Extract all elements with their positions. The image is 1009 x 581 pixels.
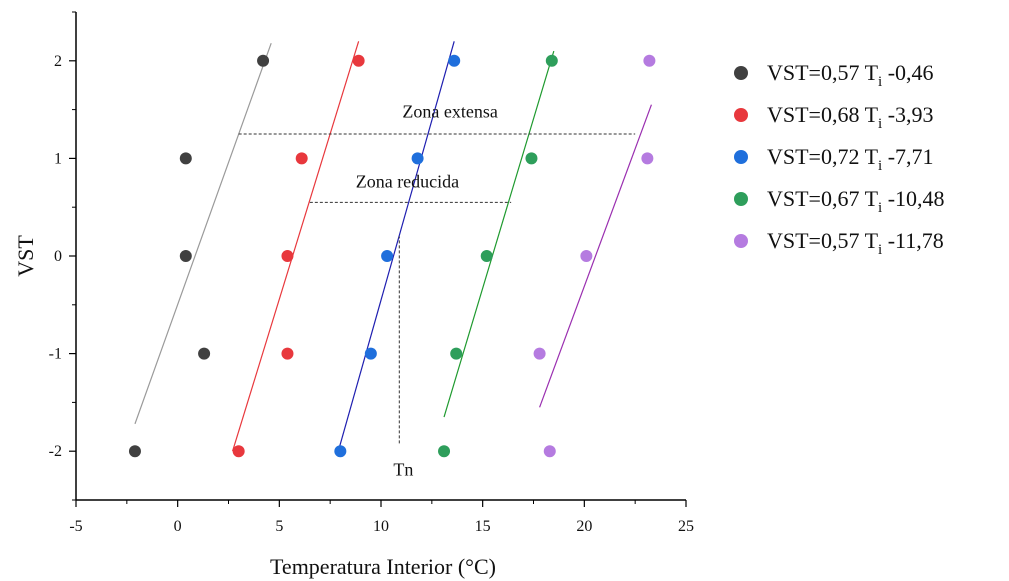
legend-label-tail: -0,46 [882, 60, 933, 85]
x-tick-label: 10 [373, 518, 389, 535]
data-point-series-4 [450, 347, 463, 360]
fit-line-series-5 [539, 104, 652, 408]
data-point-series-3 [381, 250, 394, 262]
y-tick-label: 2 [54, 53, 62, 70]
legend-label-main: VST=0,67 T [767, 186, 879, 211]
y-tick-label: 0 [54, 248, 62, 265]
x-tick-label: 25 [678, 518, 694, 535]
legend-marker-series-2 [734, 108, 748, 122]
data-point-series-2 [295, 152, 308, 165]
annotation-labels: Zona extensa Zona reducida Tn [356, 101, 498, 479]
data-point-series-4 [480, 250, 493, 262]
legend-label-subscript: i [878, 74, 882, 90]
legend-label-subscript: i [878, 200, 882, 216]
x-tick-label: -5 [69, 518, 82, 535]
data-points [128, 54, 656, 458]
y-tick-label: -2 [49, 443, 62, 460]
data-point-series-3 [334, 445, 347, 458]
data-point-series-4 [525, 152, 538, 165]
data-point-series-2 [281, 347, 294, 360]
data-point-series-5 [580, 250, 593, 262]
x-tick-label: 20 [576, 518, 592, 535]
legend-marker-series-5 [734, 234, 748, 248]
y-tick-label: 1 [54, 150, 62, 167]
legend-marker-series-3 [734, 150, 748, 164]
legend-label-subscript: i [878, 158, 882, 174]
legend-label-subscript: i [878, 116, 882, 132]
annotation-label: Zona extensa [402, 101, 497, 121]
legend-label-main: VST=0,57 T [767, 60, 879, 85]
fit-line-series-2 [231, 41, 360, 452]
legend-label-series-1: VST=0,57 Ti -0,46 [767, 60, 934, 90]
data-point-series-1 [179, 152, 192, 165]
legend-label-series-3: VST=0,72 Ti -7,71 [767, 144, 934, 174]
fit-lines [134, 41, 652, 452]
data-point-series-3 [364, 347, 377, 360]
fit-line-series-3 [337, 41, 455, 452]
data-point-series-4 [545, 54, 558, 67]
legend-label-series-2: VST=0,68 Ti -3,93 [767, 102, 934, 132]
axes [69, 11, 687, 507]
data-point-series-1 [198, 347, 211, 360]
x-axis-title: Temperatura Interior (°C) [270, 554, 496, 579]
x-tick-label: 5 [275, 518, 283, 535]
data-point-series-3 [448, 54, 461, 67]
legend-label-tail: -10,48 [882, 186, 944, 211]
data-point-series-4 [438, 445, 451, 458]
data-point-series-5 [643, 54, 656, 67]
y-tick-label: -1 [49, 346, 62, 363]
data-point-series-2 [281, 250, 294, 262]
data-point-series-5 [533, 347, 546, 360]
data-point-series-3 [411, 152, 424, 165]
y-axis-title: VST [13, 235, 38, 277]
data-point-series-1 [128, 445, 141, 458]
x-tick-label: 15 [475, 518, 491, 535]
legend-label-main: VST=0,68 T [767, 102, 879, 127]
data-point-series-5 [543, 445, 556, 458]
legend-label-series-5: VST=0,57 Ti -11,78 [767, 228, 944, 258]
annotation-label: Zona reducida [356, 172, 459, 192]
legend-label-subscript: i [878, 242, 882, 258]
legend-label-tail: -11,78 [882, 228, 944, 253]
fit-line-series-4 [443, 50, 555, 418]
annotation-lines [238, 133, 636, 444]
x-tick-label: 0 [174, 518, 182, 535]
fit-line-series-1 [134, 43, 272, 425]
legend-marker-series-1 [734, 66, 748, 80]
legend-label-series-4: VST=0,67 Ti -10,48 [767, 186, 945, 216]
legend-label-main: VST=0,57 T [767, 228, 879, 253]
legend-label-tail: -7,71 [882, 144, 933, 169]
data-point-series-2 [352, 54, 365, 67]
data-point-series-2 [232, 445, 245, 458]
annotation-label: Tn [393, 460, 413, 480]
tick-labels: -5 0 5 10 15 20 25 -2 -1 0 1 2 [49, 53, 694, 535]
data-point-series-1 [179, 250, 192, 262]
data-point-series-5 [641, 152, 654, 165]
legend-label-main: VST=0,72 T [767, 144, 879, 169]
legend-label-tail: -3,93 [882, 102, 933, 127]
legend-marker-series-4 [734, 192, 748, 206]
data-point-series-1 [257, 54, 270, 67]
